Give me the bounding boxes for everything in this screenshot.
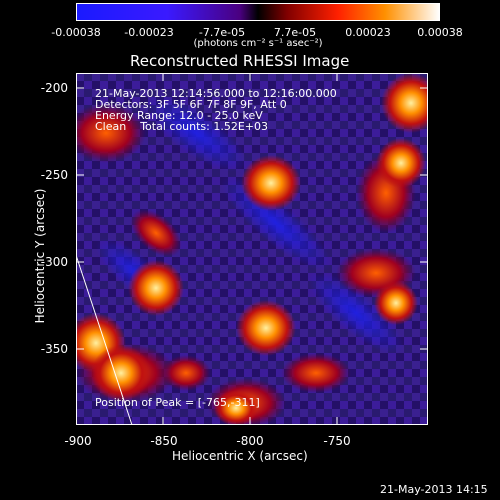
colorbar-units: (photons cm⁻² s⁻¹ asec⁻²) [193,38,323,49]
colorbar-tick: -0.00038 [51,26,101,39]
clean-counts: Clean Total counts: 1.52E+03 [95,120,269,133]
y-tick-label: -250 [40,168,68,182]
colorbar [76,3,440,21]
footer-timestamp: 21-May-2013 14:15 [380,483,488,496]
time-range: 21-May-2013 12:14:56.000 to 12:16:00.000 [95,87,337,100]
colorbar-tick: 0.00023 [345,26,391,39]
energy-range: Energy Range: 12.0 - 25.0 keV [95,109,263,122]
detectors: Detectors: 3F 5F 6F 7F 8F 9F, Att 0 [95,98,287,111]
solar-limb-line [76,254,133,425]
rhessi-image [76,73,428,425]
peak-position: Position of Peak = [-765,-311] [95,396,260,409]
x-tick-label: -900 [64,434,92,448]
y-tick-label: -200 [40,81,68,95]
y-axis-label: Heliocentric Y (arcsec) [33,188,47,324]
x-tick-label: -800 [236,434,264,448]
colorbar-tick: 0.00038 [417,26,463,39]
y-tick-label: -300 [40,255,68,269]
x-tick-label: -750 [323,434,351,448]
x-tick-label: -850 [150,434,178,448]
y-tick-label: -350 [40,342,68,356]
x-axis-label: Heliocentric X (arcsec) [172,449,308,463]
plot-title: Reconstructed RHESSI Image [130,52,350,70]
colorbar-tick: 7.7e-05 [273,26,317,39]
colorbar-tick: -0.00023 [124,26,174,39]
colorbar-tick: -7.7e-05 [198,26,246,39]
